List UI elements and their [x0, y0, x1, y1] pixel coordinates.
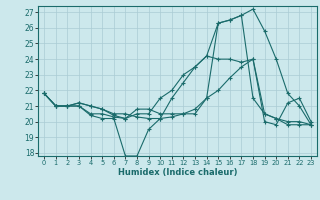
X-axis label: Humidex (Indice chaleur): Humidex (Indice chaleur): [118, 168, 237, 177]
